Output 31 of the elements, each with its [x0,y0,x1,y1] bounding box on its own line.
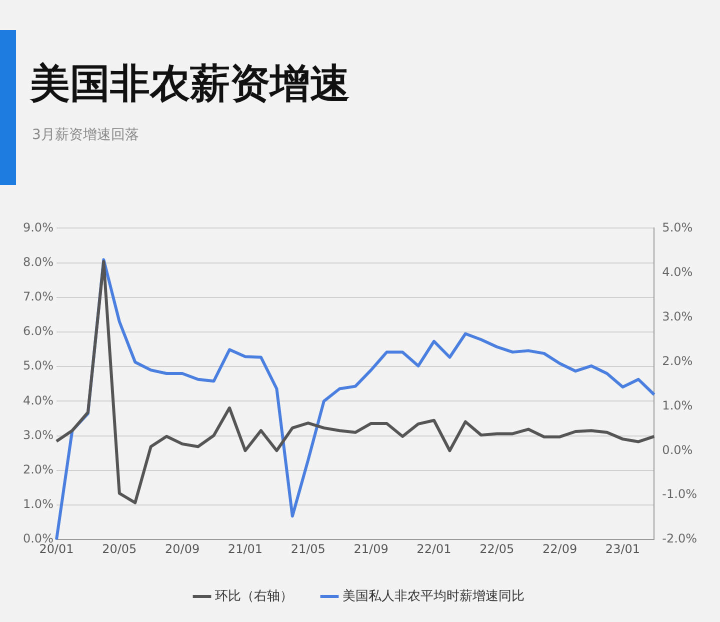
chart-subtitle: 3月薪资增速回落 [32,126,139,144]
y-tick-label: 1.0% [22,497,54,512]
x-tick-label: 22/09 [542,542,578,556]
y2-tick-label: -2.0% [662,532,698,546]
y-tick-label: 3.0% [22,428,54,442]
x-tick-label: 20/05 [102,542,137,556]
x-tick-label: 20/09 [165,542,200,556]
x-tick-label: 23/01 [605,542,640,556]
legend-label: 环比（右轴） [215,588,293,604]
y-tick-label: 4.0% [22,393,54,408]
y2-tick-label: -1.0% [662,487,698,502]
y2-tick-label: 5.0% [662,220,693,234]
y-tick-label: 5.0% [22,358,54,373]
x-tick-label: 22/01 [416,542,452,556]
y-tick-label: 6.0% [22,324,54,338]
y-tick-label: 7.0% [22,290,54,304]
y2-tick-label: 3.0% [662,309,693,324]
y2-tick-label: 1.0% [662,398,693,412]
y-tick-label: 2.0% [22,462,54,477]
x-tick-label: 21/05 [290,542,326,556]
y2-tick-label: 2.0% [662,354,693,368]
y2-tick-label: 0.0% [662,442,693,457]
legend-label: 美国私人非农平均时薪增速同比 [342,588,524,604]
x-tick-label: 20/01 [39,542,74,556]
y-tick-label: 8.0% [22,254,54,269]
chart-title: 美国非农薪资增速 [30,60,350,109]
x-tick-label: 21/09 [354,542,388,556]
y-tick-label: 9.0% [22,220,54,234]
x-tick-label: 21/01 [228,542,263,556]
y2-tick-label: 4.0% [662,264,693,279]
x-tick-label: 22/05 [480,542,514,556]
